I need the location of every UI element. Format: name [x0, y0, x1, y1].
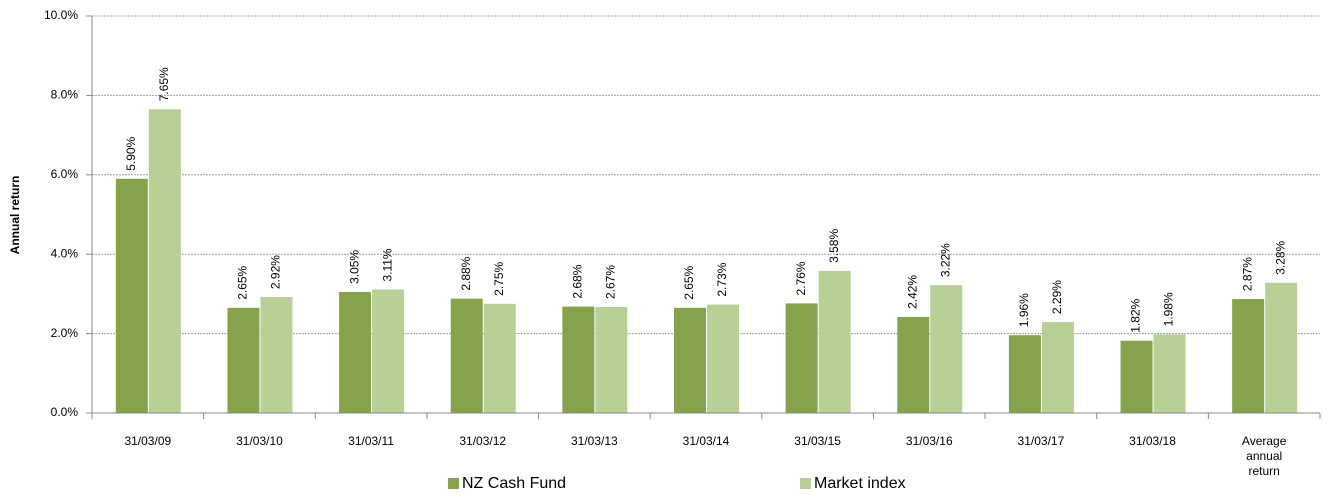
- x-tick-label: 31/03/15: [794, 434, 841, 448]
- y-tick-label: 8.0%: [51, 88, 79, 102]
- data-label: 3.05%: [347, 250, 361, 284]
- data-label: 2.88%: [459, 256, 473, 290]
- data-label: 3.58%: [827, 229, 841, 263]
- bar: [372, 289, 405, 413]
- bar: [1265, 282, 1298, 413]
- data-label: 2.65%: [236, 265, 250, 299]
- x-tick-label: 31/03/18: [1129, 434, 1176, 448]
- legend-label: NZ Cash Fund: [462, 475, 566, 492]
- data-label: 3.28%: [1273, 240, 1287, 274]
- x-tick-label: 31/03/09: [124, 434, 172, 448]
- x-tick-label: 31/03/11: [348, 434, 394, 448]
- data-label: 5.90%: [124, 136, 138, 170]
- x-tick-label: 31/03/10: [236, 434, 283, 448]
- data-label: 2.76%: [794, 261, 808, 295]
- bar: [1153, 334, 1186, 413]
- data-label: 1.82%: [1129, 298, 1143, 332]
- bar: [674, 307, 706, 413]
- data-label: 7.65%: [157, 67, 171, 101]
- bar: [483, 303, 516, 413]
- data-label: 2.87%: [1240, 257, 1254, 291]
- bar: [227, 307, 260, 413]
- bar: [707, 304, 739, 413]
- data-label: 2.65%: [682, 265, 696, 299]
- y-tick-label: 6.0%: [51, 167, 79, 181]
- data-label: 2.29%: [1050, 280, 1064, 314]
- data-label: 2.42%: [905, 275, 919, 309]
- bar: [339, 291, 372, 413]
- bar: [1232, 299, 1265, 413]
- data-label: 1.96%: [1017, 293, 1031, 327]
- legend-label: Market index: [814, 475, 906, 492]
- bar: [1008, 335, 1041, 413]
- data-label: 3.11%: [380, 248, 394, 281]
- data-label: 2.73%: [715, 262, 729, 296]
- y-tick-label: 0.0%: [51, 405, 79, 419]
- x-tick-label: 31/03/16: [905, 434, 953, 448]
- x-tick-label: 31/03/12: [459, 434, 507, 448]
- y-tick-label: 4.0%: [51, 246, 79, 260]
- bar: [818, 270, 851, 413]
- legend-swatch: [448, 478, 459, 489]
- bar: [785, 303, 818, 413]
- bar: [260, 297, 293, 413]
- y-tick-label: 10.0%: [44, 8, 78, 22]
- bar: [595, 307, 628, 413]
- y-tick-label: 2.0%: [51, 326, 79, 340]
- data-label: 2.68%: [571, 264, 585, 298]
- bar: [148, 109, 181, 414]
- data-label: 2.75%: [492, 261, 506, 295]
- data-label: 2.92%: [269, 255, 283, 289]
- bar: [1041, 322, 1074, 413]
- x-tick-label: 31/03/17: [1017, 434, 1065, 448]
- data-label: 2.67%: [604, 265, 618, 299]
- x-tick-label: 31/03/14: [682, 434, 730, 448]
- x-tick-label: Average annual return: [1241, 434, 1287, 478]
- bar: [897, 316, 930, 413]
- bar: [562, 306, 595, 413]
- bar: [1120, 340, 1153, 413]
- x-tick-label: 31/03/13: [571, 434, 618, 448]
- data-label: 3.22%: [938, 243, 952, 277]
- data-label: 1.98%: [1162, 292, 1176, 326]
- bar: [115, 178, 148, 413]
- y-axis-title: Annual return: [8, 176, 22, 255]
- legend-swatch: [800, 478, 811, 489]
- bar: [930, 285, 963, 413]
- bar: [450, 298, 483, 413]
